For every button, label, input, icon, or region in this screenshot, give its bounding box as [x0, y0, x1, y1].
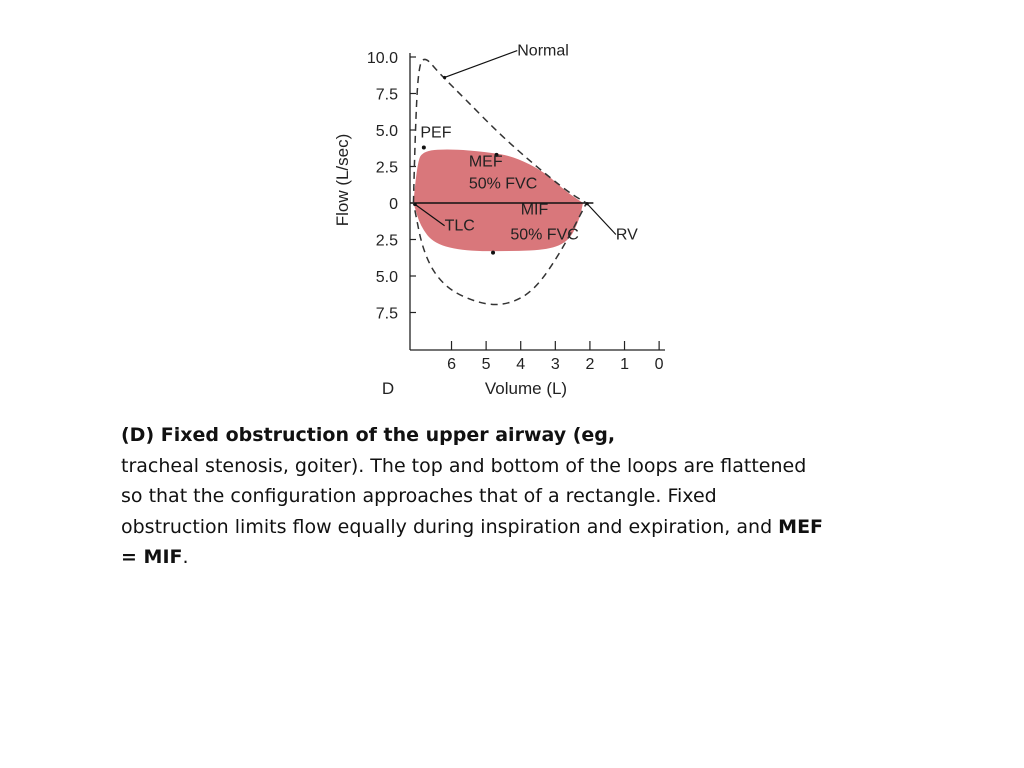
x-tick-label: 3 — [551, 356, 560, 373]
annotation-arrow-rv — [586, 203, 617, 235]
y-tick-label: 10.0 — [367, 50, 398, 67]
y-tick-label: 2.5 — [376, 160, 398, 177]
annotation-tlc: TLC — [445, 218, 475, 235]
y-tick-label: 5.0 — [376, 123, 398, 140]
y-tick-label: 7.5 — [376, 87, 398, 104]
x-tick-label: 1 — [620, 356, 629, 373]
caption-heading: (D) Fixed obstruction of the upper airwa… — [121, 424, 616, 446]
x-axis-label: Volume (L) — [485, 379, 567, 398]
caption-mif-term: = MIF — [121, 546, 183, 568]
annotation-arrow-normal — [444, 49, 518, 79]
caption-line-4-end: . — [182, 546, 189, 568]
y-tick-label: 0 — [389, 196, 398, 213]
annotation-normal: Normal — [517, 43, 569, 60]
annotation-arrow-tlc — [414, 203, 445, 227]
annotation-arrow-head-rv — [585, 202, 589, 206]
flow-volume-chart: 10.0 7.5 5.0 2.5 0 2.5 5.0 7.5 6 5 4 3 2 1 0 Normal PEF M… — [333, 43, 665, 398]
caption-line-2: so that the configuration approaches tha… — [121, 485, 717, 507]
annotation-50-fvc: 50% FVC — [469, 175, 537, 192]
caption-line-1: tracheal stenosis, goiter). The top and … — [121, 454, 807, 477]
y-tick-label: 7.5 — [376, 306, 398, 323]
y-axis-label: Flow (L/sec) — [333, 134, 352, 227]
x-tick-label: 6 — [447, 356, 456, 373]
caption-mef-term: MEF — [778, 515, 824, 538]
annotation-rv: RV — [616, 227, 638, 244]
annotation-pef: PEF — [420, 124, 451, 141]
x-tick-label: 2 — [585, 356, 594, 373]
annotation-mif: MIF — [521, 202, 549, 219]
x-tick-label: 4 — [516, 356, 525, 373]
y-tick-label: 2.5 — [376, 233, 398, 250]
annotation-arrow-head-tlc — [413, 202, 417, 207]
x-tick-label: 0 — [655, 356, 664, 373]
series-normal-loop — [412, 58, 588, 306]
figure-caption: (D) Fixed obstruction of the upper airwa… — [121, 420, 901, 573]
annotation-50-fvc: 50% FVC — [510, 227, 578, 244]
series-fixed-obstruction-loop — [413, 149, 583, 252]
annotation-mef: MEF — [469, 154, 503, 171]
panel-label: D — [382, 379, 394, 398]
y-tick-label: 5.0 — [376, 269, 398, 286]
data-point-marker — [491, 250, 496, 255]
data-point-marker — [421, 145, 426, 150]
caption-line-3: obstruction limits flow equally during i… — [121, 515, 779, 538]
data-point-marker — [494, 152, 499, 157]
x-tick-label: 5 — [482, 356, 491, 373]
annotation-arrow-head-normal — [443, 75, 447, 80]
